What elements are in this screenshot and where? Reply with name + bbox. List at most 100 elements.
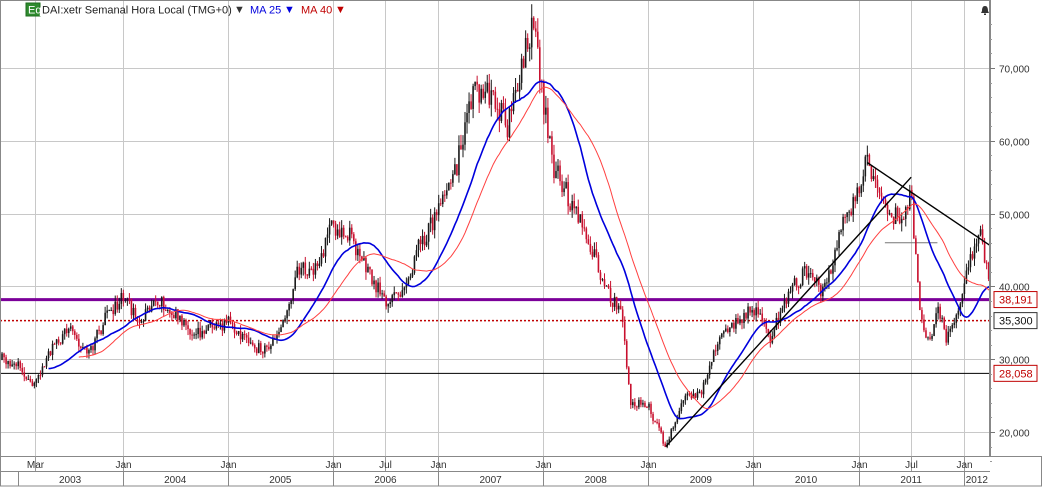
- candle-body: [375, 280, 377, 293]
- candle-body: [597, 254, 600, 273]
- candle-body: [504, 108, 507, 126]
- candle-body: [874, 176, 877, 180]
- candle-body: [100, 330, 102, 334]
- candle-body: [104, 312, 106, 326]
- uptrend-line[interactable]: [665, 176, 912, 448]
- candle-body: [227, 316, 230, 323]
- price-tag-label: 28,058: [999, 368, 1033, 380]
- symbol-title[interactable]: DAI:xetr Semanal Hora Local (TMG+0): [42, 5, 232, 17]
- ma40-line[interactable]: [78, 86, 1003, 410]
- downtrend-line[interactable]: [866, 162, 1007, 258]
- candle-body: [890, 213, 893, 217]
- candle-body: [805, 266, 808, 278]
- ma40-dropdown-icon[interactable]: ▼: [335, 4, 346, 16]
- candle-body: [644, 402, 646, 408]
- price-tag-label: 38,191: [999, 295, 1033, 307]
- ma25-label[interactable]: MA 25: [250, 5, 281, 17]
- candle-body: [935, 313, 937, 325]
- year-label: 2007: [479, 475, 502, 486]
- candle-body: [611, 302, 614, 307]
- candle-body: [241, 333, 244, 340]
- candle-body: [140, 321, 143, 323]
- candle-body: [213, 327, 216, 329]
- candle-body: [237, 331, 240, 334]
- candle-body: [484, 91, 487, 98]
- candle-body: [569, 206, 571, 211]
- candle-body: [350, 227, 353, 235]
- candle-body: [152, 300, 155, 306]
- candle-body: [348, 227, 351, 241]
- symbol-badge-text: Eq: [28, 5, 41, 17]
- candle-body: [488, 82, 491, 105]
- ma40-label[interactable]: MA 40: [301, 5, 332, 17]
- candle-body: [423, 235, 426, 246]
- candle-body: [25, 376, 28, 380]
- candle-body: [128, 298, 131, 301]
- candle-body: [591, 251, 594, 257]
- candle-body: [642, 402, 644, 405]
- candle-body: [884, 199, 887, 205]
- candle-body: [306, 274, 309, 276]
- candle-body: [318, 263, 321, 267]
- candle-body: [7, 361, 9, 365]
- candle-body: [852, 197, 854, 216]
- time-axis[interactable]: Mar Jan Jan Jan Jul Jan Jan Jan Jan Jan Jul Jan 2003…: [18, 456, 989, 486]
- symbol-badge[interactable]: [25, 2, 41, 17]
- candle-body: [316, 263, 319, 267]
- candle-body: [526, 37, 529, 49]
- candle-body: [755, 307, 757, 316]
- candle-body: [577, 206, 580, 223]
- candle-body: [86, 347, 88, 354]
- candle-body: [47, 351, 50, 359]
- candle-body: [848, 211, 850, 213]
- candle-body: [80, 346, 82, 348]
- price-axis[interactable]: 20,000 30,000 40,000 50,000 60,000 70,000: [990, 24, 1030, 462]
- candle-body: [547, 107, 549, 139]
- candle-body: [961, 293, 964, 304]
- ma25-line[interactable]: [48, 80, 1003, 420]
- candle-body: [363, 257, 365, 261]
- candle-body: [419, 239, 422, 245]
- candle-body: [595, 249, 598, 255]
- ma25-dropdown-icon[interactable]: ▼: [284, 4, 295, 16]
- candle-body: [694, 393, 697, 398]
- candle-body: [379, 282, 381, 295]
- candle-body: [945, 328, 947, 343]
- candle-body: [779, 311, 782, 323]
- candle-body: [298, 266, 301, 275]
- price-tag-label: 35,300: [999, 316, 1033, 328]
- candle-body: [346, 236, 349, 241]
- candle-body: [510, 108, 513, 112]
- candle-body: [937, 306, 939, 314]
- candle-body: [397, 293, 400, 295]
- candle-body: [328, 224, 331, 235]
- candle-body: [559, 165, 561, 182]
- candle-body: [185, 320, 187, 326]
- candle-body: [369, 266, 371, 270]
- candle-body: [106, 310, 108, 313]
- candle-body: [391, 295, 394, 303]
- candle-body: [433, 212, 436, 231]
- trend-lines[interactable]: [665, 162, 1008, 448]
- candle-body: [518, 82, 521, 92]
- candle-body: [921, 310, 923, 320]
- candle-body: [656, 421, 658, 423]
- candle-body: [923, 319, 925, 331]
- bell-icon[interactable]: [981, 6, 989, 15]
- candle-body: [148, 307, 151, 312]
- candle-body: [146, 307, 149, 310]
- symbol-dropdown-icon[interactable]: ▼: [234, 4, 245, 16]
- candle-body: [674, 422, 677, 428]
- candle-body: [613, 296, 616, 307]
- candle-body: [573, 201, 575, 209]
- candle-body: [437, 203, 440, 216]
- candle-body: [496, 108, 499, 110]
- candle-body: [411, 272, 414, 277]
- candle-body: [383, 293, 385, 297]
- candle-body: [943, 317, 945, 329]
- candle-body: [530, 17, 533, 48]
- candle-body: [793, 278, 796, 285]
- candle-body: [745, 313, 747, 319]
- candle-body: [480, 88, 482, 103]
